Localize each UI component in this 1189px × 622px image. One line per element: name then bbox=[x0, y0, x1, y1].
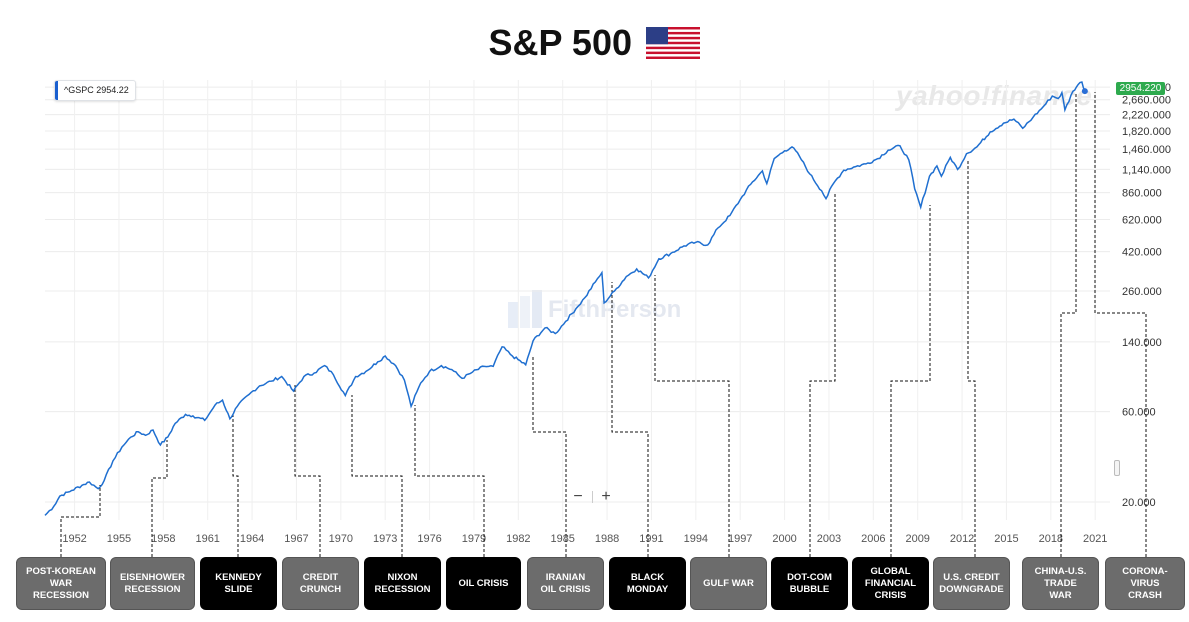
y-tick-label: 140.000 bbox=[1122, 337, 1162, 349]
event-connector bbox=[151, 440, 168, 557]
x-tick-label: 2009 bbox=[905, 533, 929, 545]
zoom-in-button[interactable]: + bbox=[601, 488, 611, 505]
event-box: BLACK MONDAY bbox=[609, 557, 686, 610]
event-box: EISENHOWER RECESSION bbox=[110, 557, 195, 610]
zoom-out-button[interactable]: − bbox=[573, 488, 583, 505]
x-tick-label: 2015 bbox=[994, 533, 1018, 545]
y-tick-label: 20.000 bbox=[1122, 497, 1156, 509]
fifthperson-watermark-text: FifthPerson bbox=[548, 296, 682, 323]
event-connector bbox=[890, 205, 931, 557]
y-tick-label: 1,820.000 bbox=[1122, 126, 1171, 138]
event-box: U.S. CREDIT DOWNGRADE bbox=[933, 557, 1010, 610]
event-connector bbox=[809, 192, 836, 557]
event-box: IRANIAN OIL CRISIS bbox=[527, 557, 604, 610]
x-axis-ticks: 1952 1955 1958 1961 1964 1967 1970 1973 1976 1979… bbox=[62, 533, 1107, 545]
y-tick-label: 620.000 bbox=[1122, 215, 1162, 227]
chart-title: S&P 500 bbox=[488, 22, 632, 63]
x-tick-label: 1988 bbox=[595, 533, 619, 545]
event-box: CREDIT CRUNCH bbox=[282, 557, 359, 610]
y-tick-label: 1,460.000 bbox=[1122, 144, 1171, 156]
x-tick-label: 1955 bbox=[107, 533, 131, 545]
event-connector bbox=[294, 385, 321, 557]
y-tick-label: 420.000 bbox=[1122, 247, 1162, 259]
zoom-control: − + bbox=[565, 488, 619, 506]
event-box: GULF WAR bbox=[690, 557, 767, 610]
y-tick-label: 60.000 bbox=[1122, 407, 1156, 419]
event-connector bbox=[654, 275, 730, 557]
event-connector bbox=[232, 415, 239, 557]
fifthperson-watermark: FifthPerson bbox=[508, 296, 681, 324]
event-box: OIL CRISIS bbox=[446, 557, 521, 610]
event-connector bbox=[414, 405, 485, 557]
grid-horizontal bbox=[45, 86, 1110, 503]
grid-vertical bbox=[74, 80, 1096, 520]
x-tick-label: 1985 bbox=[550, 533, 574, 545]
event-connector bbox=[1094, 92, 1147, 557]
event-connector bbox=[60, 485, 101, 557]
series-line-gspc bbox=[44, 81, 1086, 516]
event-connector bbox=[351, 395, 403, 557]
x-tick-label: 1982 bbox=[506, 533, 530, 545]
x-tick-label: 2000 bbox=[772, 533, 796, 545]
last-value-badge: 2954.220 bbox=[1116, 82, 1165, 95]
x-tick-label: 1961 bbox=[195, 533, 219, 545]
event-box: CHINA-U.S. TRADE WAR bbox=[1022, 557, 1099, 610]
x-tick-label: 1973 bbox=[373, 533, 397, 545]
x-tick-label: 1958 bbox=[151, 533, 175, 545]
x-tick-label: 1979 bbox=[462, 533, 486, 545]
y-tick-label: 260.000 bbox=[1122, 286, 1162, 298]
x-tick-label: 1970 bbox=[329, 533, 353, 545]
event-box: POST-KOREAN WAR RECESSION bbox=[16, 557, 106, 610]
x-tick-label: 1967 bbox=[284, 533, 308, 545]
y-tick-label: 2,660.000 bbox=[1122, 95, 1171, 107]
x-tick-label: 1964 bbox=[240, 533, 264, 545]
scroll-handle[interactable] bbox=[1114, 460, 1120, 476]
event-connector bbox=[611, 282, 649, 557]
event-box: DOT-COM BUBBLE bbox=[771, 557, 848, 610]
title-wrap: S&P 500 bbox=[0, 22, 1189, 64]
x-tick-label: 1991 bbox=[639, 533, 663, 545]
x-tick-label: 1997 bbox=[728, 533, 752, 545]
event-box: CORONA- VIRUS CRASH bbox=[1105, 557, 1185, 610]
x-tick-label: 2012 bbox=[950, 533, 974, 545]
ticker-legend: ^GSPC 2954.22 bbox=[54, 80, 136, 101]
us-flag-icon bbox=[646, 27, 701, 59]
y-tick-label: 860.000 bbox=[1122, 188, 1162, 200]
event-box: KENNEDY SLIDE bbox=[200, 557, 277, 610]
last-point-marker bbox=[1081, 88, 1088, 95]
event-box: NIXON RECESSION bbox=[364, 557, 441, 610]
x-tick-label: 1976 bbox=[417, 533, 441, 545]
x-tick-label: 2003 bbox=[817, 533, 841, 545]
event-connector bbox=[967, 160, 976, 557]
ticker-color-bar bbox=[55, 81, 58, 100]
x-tick-label: 2018 bbox=[1039, 533, 1063, 545]
event-connectors bbox=[60, 92, 1147, 557]
fifthperson-logo-icon bbox=[508, 290, 542, 328]
x-tick-label: 2021 bbox=[1083, 533, 1107, 545]
yahoo-finance-watermark: yahoo!finance bbox=[896, 80, 1093, 111]
event-connector bbox=[532, 355, 567, 557]
ticker-label: ^GSPC 2954.22 bbox=[64, 85, 129, 95]
y-tick-label: 1,140.000 bbox=[1122, 164, 1171, 176]
event-box: GLOBAL FINANCIAL CRISIS bbox=[852, 557, 929, 610]
y-tick-label: 2,220.000 bbox=[1122, 110, 1171, 122]
event-connector bbox=[1060, 92, 1077, 557]
x-tick-label: 2006 bbox=[861, 533, 885, 545]
zoom-divider bbox=[592, 491, 593, 503]
x-tick-label: 1952 bbox=[62, 533, 86, 545]
x-tick-label: 1994 bbox=[684, 533, 708, 545]
